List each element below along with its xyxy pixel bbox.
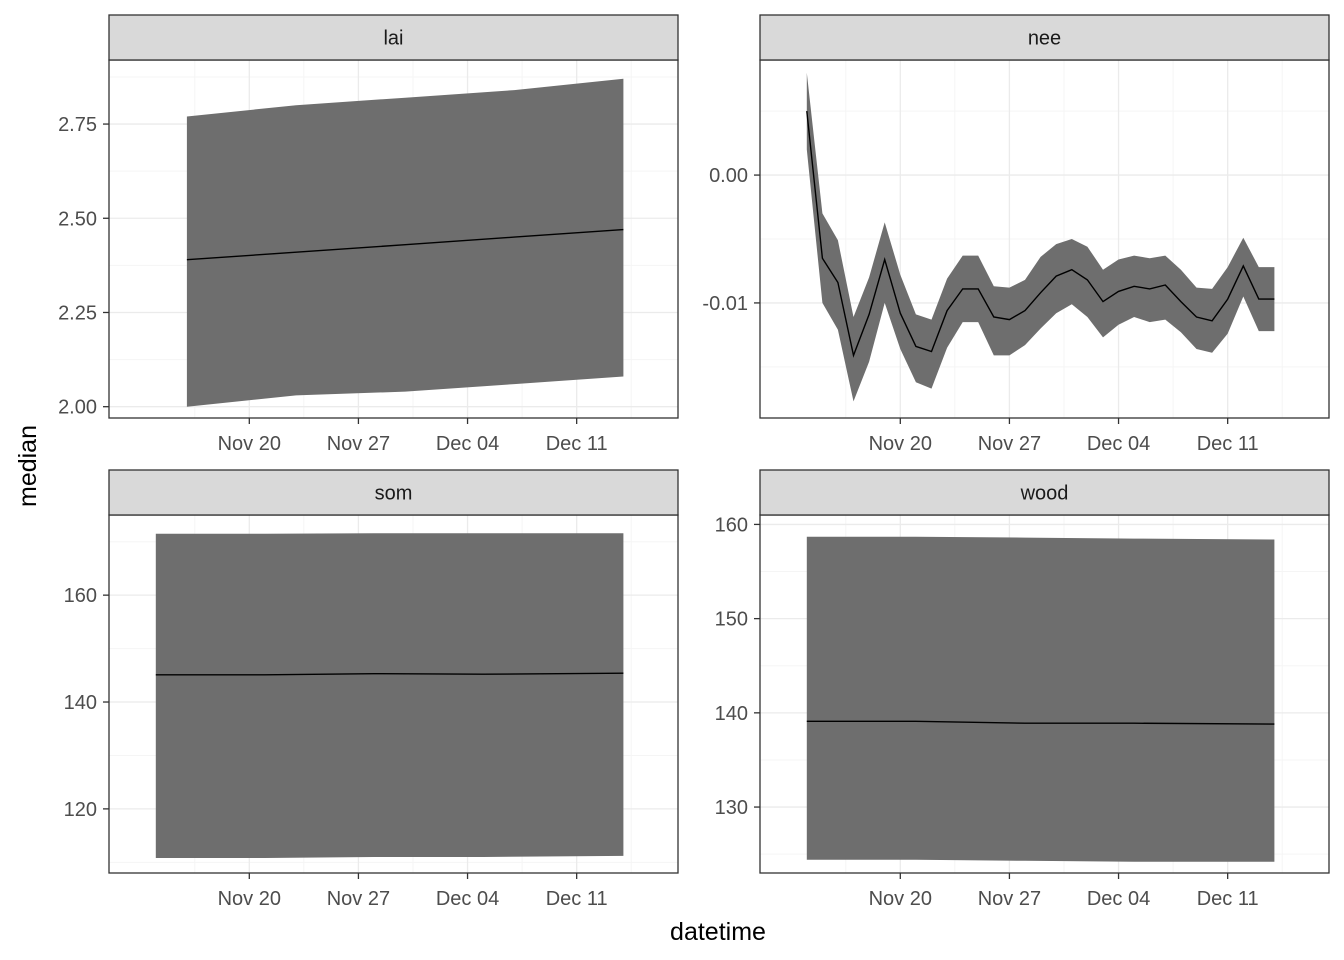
x-tick-label: Dec 04 bbox=[436, 433, 499, 455]
y-tick-label: 2.00 bbox=[58, 397, 97, 419]
x-tick-label: Dec 04 bbox=[1087, 433, 1150, 455]
x-tick-label: Dec 04 bbox=[1087, 888, 1150, 910]
y-axis-title: median bbox=[14, 425, 42, 507]
x-tick-label: Dec 11 bbox=[1197, 888, 1259, 910]
facet-strip bbox=[108, 14, 679, 61]
facet-strip bbox=[759, 469, 1330, 516]
median-line bbox=[806, 720, 1275, 725]
y-tick-label: 160 bbox=[715, 514, 748, 536]
facet-wood: wood Nov 20 Nov 27 Dec 04 Dec 11 130 140 150 160 bbox=[715, 469, 1330, 910]
x-tick-label: Nov 20 bbox=[218, 888, 281, 910]
x-tick-label: Nov 20 bbox=[869, 888, 932, 910]
y-tick-label: 0.00 bbox=[709, 165, 748, 187]
x-tick-label: Nov 20 bbox=[869, 433, 932, 455]
y-tick-label: 140 bbox=[64, 692, 97, 714]
facet-strip-label: wood bbox=[1020, 483, 1069, 505]
x-tick-label: Dec 11 bbox=[1197, 433, 1259, 455]
x-tick-label: Nov 27 bbox=[978, 433, 1041, 455]
facet-strip-label: lai bbox=[383, 28, 403, 50]
x-tick-label: Dec 11 bbox=[546, 433, 608, 455]
facet-lai: lai Nov 20 Nov 27 Dec 04 Dec 11 2.00 2.25 2.50 2… bbox=[58, 14, 679, 455]
y-tick-label: 2.75 bbox=[58, 114, 97, 136]
uncertainty-band bbox=[806, 536, 1275, 862]
x-axis-title: datetime bbox=[670, 918, 766, 946]
y-tick-label: -0.01 bbox=[702, 293, 748, 315]
y-tick-label: 140 bbox=[715, 703, 748, 725]
y-tick-label: 160 bbox=[64, 585, 97, 607]
y-tick-label: 2.50 bbox=[58, 208, 97, 230]
x-tick-label: Nov 20 bbox=[218, 433, 281, 455]
x-tick-label: Nov 27 bbox=[327, 888, 390, 910]
y-tick-label: 2.25 bbox=[58, 302, 97, 324]
y-tick-label: 150 bbox=[715, 609, 748, 631]
uncertainty-band bbox=[806, 72, 1275, 402]
median-line bbox=[186, 228, 624, 261]
median-line bbox=[806, 111, 1275, 358]
median-line bbox=[155, 672, 624, 676]
facet-strip-label: som bbox=[375, 483, 413, 505]
x-tick-label: Dec 04 bbox=[436, 888, 499, 910]
facet-strip bbox=[759, 14, 1330, 61]
uncertainty-band bbox=[186, 78, 624, 407]
x-tick-label: Nov 27 bbox=[327, 433, 390, 455]
facet-som: som Nov 20 Nov 27 Dec 04 Dec 11 120 140 160 bbox=[64, 469, 679, 910]
uncertainty-band bbox=[155, 533, 624, 858]
x-tick-label: Nov 27 bbox=[978, 888, 1041, 910]
facet-panels: lai Nov 20 Nov 27 Dec 04 Dec 11 2.00 2.25 2.50 2… bbox=[58, 14, 1330, 910]
y-tick-label: 130 bbox=[715, 797, 748, 819]
facet-nee: nee Nov 20 Nov 27 Dec 04 Dec 11 0.00 -0.01 bbox=[702, 14, 1330, 455]
facet-strip bbox=[108, 469, 679, 516]
x-tick-label: Dec 11 bbox=[546, 888, 608, 910]
y-tick-label: 120 bbox=[64, 799, 97, 821]
facet-strip-label: nee bbox=[1028, 28, 1061, 50]
